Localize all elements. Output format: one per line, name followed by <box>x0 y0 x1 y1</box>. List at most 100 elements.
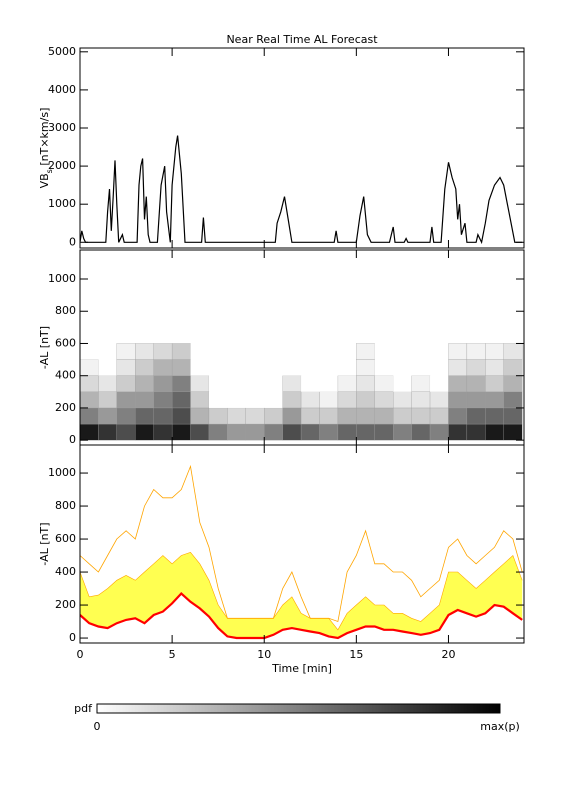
pdf-cell <box>282 407 302 425</box>
y-tick-label: 800 <box>55 304 76 317</box>
pdf-cell <box>485 423 504 441</box>
pdf-cell <box>356 407 375 425</box>
pdf-cell <box>337 359 357 376</box>
y-tick-label: 1000 <box>48 272 76 285</box>
pdf-cell <box>80 375 99 392</box>
pdf-cell <box>448 407 468 425</box>
y-axis-label-part: [nT×km/s] <box>38 108 51 170</box>
x-tick-label: 15 <box>349 648 363 661</box>
axes-frame <box>79 47 525 249</box>
pdf-cell <box>190 407 210 425</box>
pdf-cell <box>264 391 283 408</box>
pdf-cell <box>393 359 412 376</box>
pdf-cell <box>98 423 117 441</box>
y-axis-label-part: VB <box>38 173 51 188</box>
pdf-cell <box>80 359 99 376</box>
pdf-cell <box>337 407 357 425</box>
pdf-cell <box>208 343 228 360</box>
pdf-cell <box>245 343 265 360</box>
y-tick-label: 800 <box>55 499 76 512</box>
pdf-cell <box>466 343 486 360</box>
pdf-cell <box>245 423 265 441</box>
y-tick-label: 400 <box>55 369 76 382</box>
colorbar-min: 0 <box>94 720 101 733</box>
pdf-cell <box>485 407 504 425</box>
pdf-cell <box>503 407 523 425</box>
pdf-cell <box>135 343 154 360</box>
pdf-cell <box>282 375 302 392</box>
pdf-cell <box>190 359 209 376</box>
pdf-cell <box>485 391 504 409</box>
colorbar-title: pdf <box>74 702 93 715</box>
pdf-cell <box>319 375 338 392</box>
pdf-cell <box>466 407 486 425</box>
pdf-cell <box>208 375 228 392</box>
y-tick-label: 1000 <box>48 197 76 210</box>
pdf-cell <box>448 359 468 376</box>
pdf-cell <box>171 407 191 425</box>
pdf-cell <box>411 391 431 409</box>
pdf-cell <box>282 391 302 409</box>
pdf-cell <box>356 343 375 360</box>
panel: 0 200 400 600 800 1000 -AL [nT] <box>38 249 525 446</box>
pdf-cell <box>337 423 357 441</box>
pdf-cell <box>190 375 210 392</box>
pdf-cell <box>300 391 320 409</box>
pdf-cell <box>356 359 375 376</box>
pdf-cell <box>337 375 357 392</box>
pdf-cell <box>356 375 375 392</box>
x-tick-label: 20 <box>441 648 455 661</box>
pdf-cell <box>337 343 357 360</box>
pdf-cell <box>411 359 431 376</box>
y-tick-label: 200 <box>55 401 76 414</box>
pdf-cell <box>301 343 320 360</box>
pdf-cell <box>466 423 486 441</box>
pdf-cell <box>429 391 449 409</box>
pdf-cell <box>430 343 449 360</box>
panel: 0 200 400 600 800 1000 0 5 10 15 20 -AL [nT] Time [m… <box>38 444 525 675</box>
pdf-cell <box>430 359 449 376</box>
pdf-cell <box>430 375 449 392</box>
pdf-cell <box>300 407 320 425</box>
pdf-cell <box>98 343 117 360</box>
y-tick-label: 3000 <box>48 121 76 134</box>
pdf-cell <box>208 359 228 376</box>
pdf-cell <box>135 423 154 441</box>
band-fill <box>80 552 523 638</box>
pdf-cell <box>208 407 228 425</box>
pdf-cell <box>503 391 523 409</box>
pdf-cell <box>153 343 173 360</box>
x-tick-label: 0 <box>77 648 84 661</box>
pdf-cell <box>411 343 431 360</box>
pdf-cell <box>190 391 210 409</box>
pdf-cell <box>116 359 136 376</box>
pdf-cell <box>171 375 191 392</box>
pdf-cell <box>300 423 320 441</box>
pdf-cell <box>208 391 228 408</box>
pdf-cell <box>503 343 523 360</box>
pdf-cell <box>264 343 283 360</box>
pdf-cell <box>264 359 283 376</box>
pdf-cell <box>485 375 504 392</box>
y-tick-label: 1000 <box>48 466 76 479</box>
pdf-cell <box>374 407 394 425</box>
pdf-cell <box>503 375 523 392</box>
pdf-cell <box>153 359 173 376</box>
pdf-cell <box>282 343 302 360</box>
pdf-cell <box>245 359 265 376</box>
axes-frame <box>79 444 525 644</box>
y-tick-label: 5000 <box>48 45 76 58</box>
pdf-cell <box>171 343 191 360</box>
pdf-cell <box>393 423 412 441</box>
pdf-cell <box>153 391 173 409</box>
panel: 0 1000 2000 3000 4000 5000 VBs [nT×km/s] <box>38 45 525 249</box>
pdf-cell <box>98 391 117 409</box>
y-tick-label: 600 <box>55 336 76 349</box>
pdf-cell <box>448 343 468 360</box>
pdf-cell <box>503 423 523 441</box>
pdf-cell <box>429 423 449 441</box>
pdf-cell <box>190 343 209 360</box>
pdf-cell <box>466 359 486 376</box>
pdf-cell <box>245 407 265 425</box>
x-tick-label: 10 <box>257 648 271 661</box>
